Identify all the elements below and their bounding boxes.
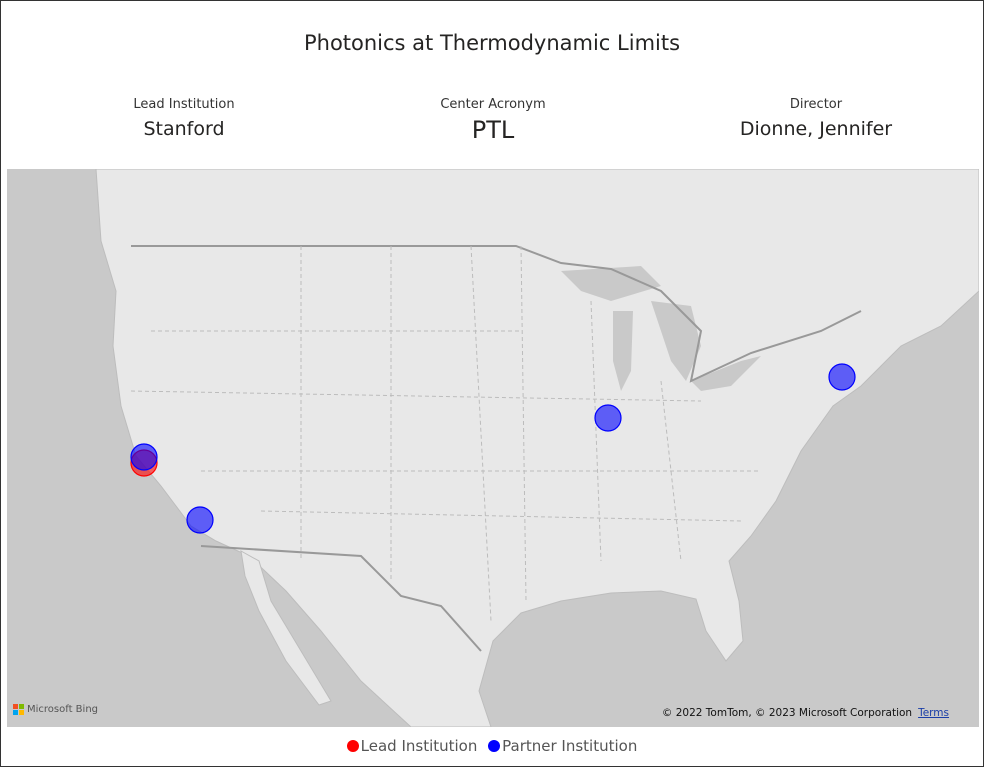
land (95, 169, 979, 727)
card-label: Director (789, 97, 843, 112)
state-lines (130, 245, 761, 622)
card-label: Center Acronym (440, 97, 546, 112)
card: Lead Institution Stanford (34, 97, 334, 140)
legend-dot (346, 740, 359, 752)
legend-label: Partner Institution (502, 737, 638, 755)
map-attribution: © 2022 TomTom, © 2023 Microsoft Corporat… (662, 707, 949, 719)
legend-dot (488, 740, 501, 752)
map[interactable] (7, 169, 979, 727)
legend-label: Lead Institution (360, 737, 478, 755)
card-value: PTL (471, 116, 515, 144)
map-marker[interactable] (130, 443, 158, 471)
border (131, 245, 862, 652)
legend-item[interactable]: Partner Institution (488, 737, 637, 755)
map-marker[interactable] (186, 506, 214, 534)
card-label: Lead Institution (133, 97, 235, 112)
card: Director Dionne, Jennifer (666, 97, 966, 140)
report-title: Photonics at Thermodynamic Limits (303, 31, 681, 55)
logo-text: Microsoft Bing (27, 704, 99, 715)
card: Center Acronym PTL (343, 97, 643, 144)
map-marker[interactable] (828, 363, 856, 391)
great-lakes (561, 266, 761, 391)
terms-link[interactable]: Terms (918, 707, 949, 719)
markers (130, 363, 856, 534)
card-value: Dionne, Jennifer (739, 118, 893, 140)
legend-item[interactable]: Lead Institution (346, 737, 478, 755)
map-logo: Microsoft Bing (13, 704, 98, 715)
card-value: Stanford (143, 118, 225, 140)
legend: Lead Institution Partner Institution (1, 737, 983, 756)
map-marker[interactable] (594, 404, 622, 432)
baja (240, 550, 332, 706)
attribution-text: © 2022 TomTom, © 2023 Microsoft Corporat… (661, 707, 913, 719)
logo-icon (13, 704, 24, 715)
